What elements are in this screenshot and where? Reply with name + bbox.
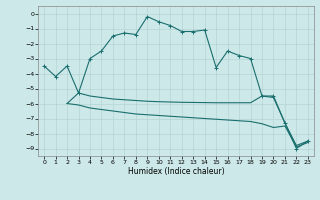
X-axis label: Humidex (Indice chaleur): Humidex (Indice chaleur) bbox=[128, 167, 224, 176]
